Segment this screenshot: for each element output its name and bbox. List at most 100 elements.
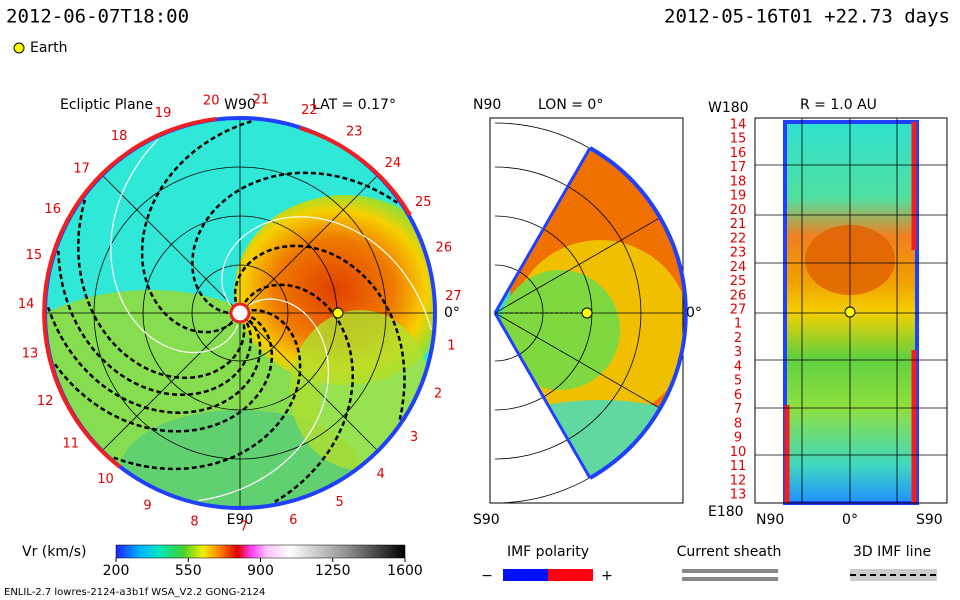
top-label: N90 [473,97,501,113]
carrington-label: 18 [111,129,128,144]
row-label: 15 [730,132,747,147]
row-label: 17 [730,160,747,175]
carrington-label: 7 [240,519,248,534]
carrington-label: 4 [376,467,384,482]
row-label: 8 [734,416,742,431]
carrington-label: 15 [26,248,43,263]
imf-line [113,308,302,471]
carrington-label: 1 [447,339,455,354]
footer: ENLIL-2.7 lowres-2124-a3b1f WSA_V2.2 GON… [4,587,265,598]
row-label: 26 [730,288,747,303]
row-label: 10 [730,445,747,460]
imf-line [140,120,252,334]
carrington-label: 5 [335,495,343,510]
imf-line [54,316,274,433]
row-label: 22 [730,231,747,246]
imf-minus: − [481,568,493,584]
sheath-line [221,216,432,331]
row-label: 4 [734,359,742,374]
imf-line [244,283,355,503]
colorbar-tick-label: 200 [103,563,130,579]
imf-line [191,171,398,315]
carrington-label: 14 [18,297,35,312]
right-label: 0° [444,305,460,321]
right-label: 0° [686,305,702,321]
rim [493,312,592,479]
rim [589,146,688,480]
imfline-title: 3D IMF line [853,544,931,560]
row-label: 24 [730,260,747,275]
rim-negative [42,117,217,469]
row-label: 1 [734,317,742,332]
carrington-label: 6 [289,513,297,528]
lon-label: LON = 0° [538,97,603,113]
row-label: 14 [730,118,747,133]
carrington-label: 13 [22,347,39,362]
row-labels: 1415161718192021222324252627123456789101… [730,118,747,503]
row-label: 7 [734,402,742,417]
row-label: 11 [730,459,747,474]
sun [229,302,251,324]
row-label: 27 [730,303,747,318]
imf-line [57,250,253,397]
imf-title: IMF polarity [507,544,589,560]
row-label: 16 [730,146,747,161]
carrington-label: 22 [301,103,318,118]
panel-title: Ecliptic Plane [60,97,153,113]
radius-label: R = 1.0 AU [800,97,877,113]
colorbar-ticks: 200 550 900 1250 1600 [103,558,423,579]
carrington-label: 27 [445,289,462,304]
left-label: N90 [756,512,784,528]
row-label: 5 [734,374,742,389]
bottom-label: E90 [227,512,254,528]
grid-line [494,217,660,314]
row-label: 20 [730,203,747,218]
carrington-label: 12 [37,394,54,409]
carrington-label: 20 [203,93,220,108]
earth [332,307,344,319]
earth-icon [13,42,25,54]
ecliptic-field [45,118,435,508]
bottom-label: S90 [473,512,500,528]
carrington-label: 26 [436,240,453,255]
carrington-label: 21 [253,93,270,108]
run-time: 2012-05-16T01 +22.73 days [664,6,950,28]
row-label: 21 [730,217,747,232]
colorbar-label: Vr (km/s) [22,544,86,560]
row-label: 12 [730,473,747,488]
rim [493,147,592,314]
carrington-label: 17 [73,162,90,177]
carrington-label: 3 [410,430,418,445]
sheath-line [198,298,330,502]
row-label: 2 [734,331,742,346]
carrington-label: 10 [97,472,114,487]
colorbar-tick-label: 900 [247,563,274,579]
row-label: 3 [734,345,742,360]
grid-line [494,312,660,409]
row-label: 19 [730,189,747,204]
carrington-label: 19 [155,106,172,121]
imf-plus: + [601,568,613,584]
row-label: 23 [730,246,747,261]
colorbar [115,544,406,559]
carrington-label: 23 [346,125,363,140]
row-label: 9 [734,431,742,446]
colorbar-tick-label: 550 [175,563,202,579]
sheath-title: Current sheath [677,544,782,560]
row-label: 18 [730,174,747,189]
imf-negative [503,569,548,581]
earth-legend: Earth [30,40,68,56]
row-label: 25 [730,274,747,289]
carrington-label: 11 [62,436,79,451]
carrington-label: 25 [415,195,432,210]
bottom-label: E180 [708,504,744,520]
row-label: 13 [730,488,747,503]
colorbar-tick-label: 1600 [387,563,423,579]
imf-line [233,244,406,420]
right-label: S90 [916,512,943,528]
imf-line [77,199,246,380]
center-label: 0° [842,512,858,528]
carrington-label: 8 [190,515,198,530]
